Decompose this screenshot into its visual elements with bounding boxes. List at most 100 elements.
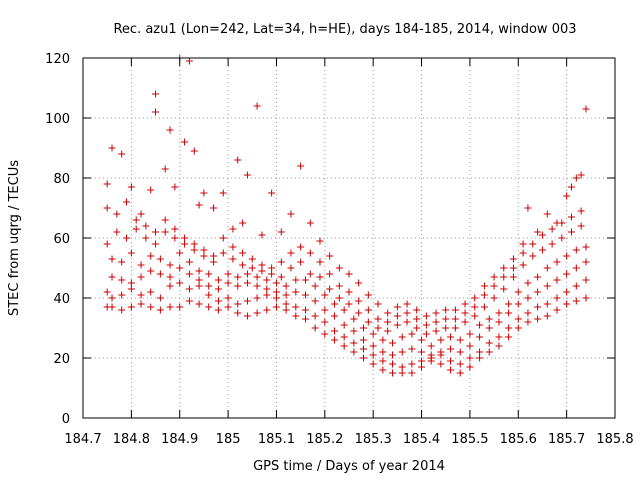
data-point [393,321,401,329]
data-point [364,306,372,314]
data-point [214,276,222,284]
data-point [108,273,116,281]
data-point [418,363,426,371]
data-point [127,303,135,311]
data-point [500,264,508,272]
data-point [471,303,479,311]
data-point [563,192,571,200]
data-point [210,252,218,260]
data-point [137,273,145,281]
data-point [205,282,213,290]
data-point [171,234,179,242]
data-point [572,264,580,272]
data-point [243,279,251,287]
data-point [495,318,503,326]
data-point [210,204,218,212]
data-point [152,228,160,236]
data-point [451,306,459,314]
data-point [553,276,561,284]
data-point [243,297,251,305]
data-point [243,171,251,179]
data-point [311,312,319,320]
data-point [113,210,121,218]
data-point [326,270,334,278]
data-point [451,324,459,332]
data-point [340,321,348,329]
data-point [369,351,377,359]
data-point [572,282,580,290]
data-point [137,210,145,218]
data-point [326,285,334,293]
y-tick-labels: 0 20 40 60 80 100 120 [45,52,70,427]
data-point [137,261,145,269]
data-point [505,300,513,308]
data-point [224,294,232,302]
data-point [360,324,368,332]
data-point [403,300,411,308]
data-point [345,270,353,278]
data-point [176,279,184,287]
data-point [543,282,551,290]
data-point [432,309,440,317]
data-point [360,345,368,353]
data-point [490,282,498,290]
data-point [379,348,387,356]
data-point [205,291,213,299]
data-point [364,291,372,299]
data-point [306,270,314,278]
data-point [413,324,421,332]
data-point [316,273,324,281]
data-point [379,357,387,365]
y-tick-label: 100 [45,112,70,127]
data-point [543,210,551,218]
data-point [152,90,160,98]
data-point [471,312,479,320]
data-point [176,303,184,311]
data-point [292,276,300,284]
data-point [379,366,387,374]
data-point [137,300,145,308]
data-point [422,330,430,338]
data-point [461,300,469,308]
data-point [476,354,484,362]
data-point [355,309,363,317]
data-point [519,249,527,257]
data-point [538,246,546,254]
data-point [563,252,571,260]
data-point [553,294,561,302]
data-point [321,291,329,299]
data-point [485,324,493,332]
data-point [572,174,580,182]
y-tick-label: 120 [45,52,70,67]
data-point [258,267,266,275]
data-point [282,306,290,314]
data-point [239,261,247,269]
data-point [451,315,459,323]
data-point [243,270,251,278]
data-point [524,294,532,302]
data-point [118,291,126,299]
data-point [108,303,116,311]
data-point [495,333,503,341]
data-point [234,300,242,308]
data-point [195,267,203,275]
data-point [152,108,160,116]
data-point [287,264,295,272]
x-tick-labels: 184.7 184.8 184.9 185 185.1 185.2 185.3 185.4 18… [64,432,633,447]
data-point [408,330,416,338]
data-point [398,333,406,341]
data-point [548,225,556,233]
data-point [340,306,348,314]
data-point [543,300,551,308]
data-point [103,180,111,188]
data-point [389,351,397,359]
data-point [263,285,271,293]
data-point [214,297,222,305]
data-point [118,276,126,284]
data-point [243,312,251,320]
data-point [166,282,174,290]
data-point [190,147,198,155]
data-point [413,315,421,323]
data-point [456,348,464,356]
